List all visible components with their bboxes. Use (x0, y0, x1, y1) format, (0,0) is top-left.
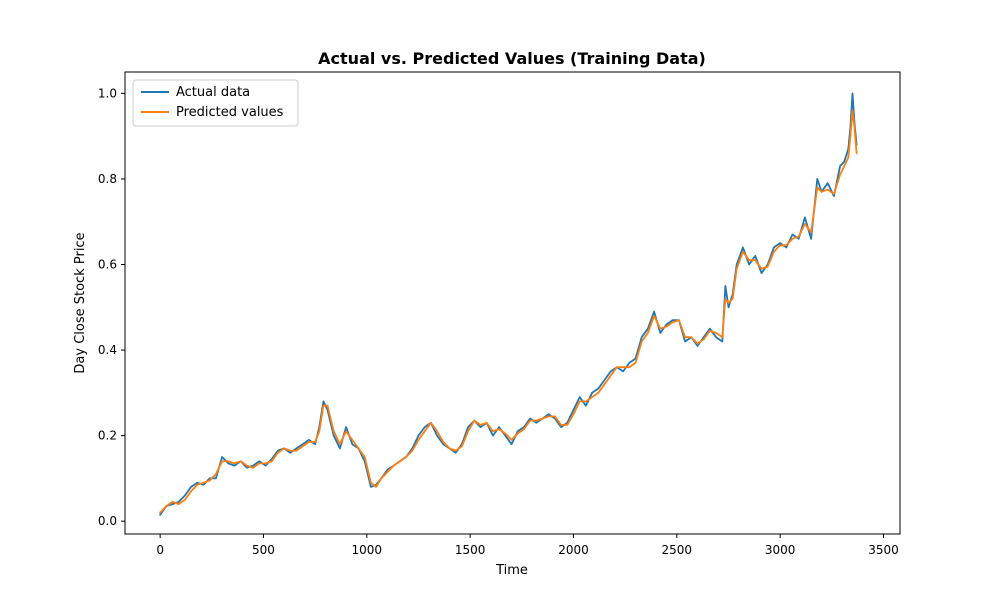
y-tick-label: 0.6 (98, 258, 117, 272)
x-tick-label: 3500 (868, 543, 899, 557)
y-tick-label: 0.2 (98, 429, 117, 443)
series-line-2 (159, 109, 858, 514)
legend-label-2: Predicted values (176, 105, 284, 120)
plot-area (125, 72, 900, 534)
y-tick-label: 1.0 (98, 86, 117, 100)
x-tick-label: 0 (156, 543, 164, 557)
x-tick-label: 2500 (662, 543, 693, 557)
legend-box (132, 79, 299, 127)
x-tick-label: 500 (252, 543, 275, 557)
chart-title: Actual vs. Predicted Values (Training Da… (318, 49, 706, 68)
x-tick-label: 1500 (455, 543, 486, 557)
x-tick-label: 2000 (558, 543, 589, 557)
x-tick-label: 3000 (765, 543, 796, 557)
series-group (159, 92, 858, 516)
y-tick-label: 0.8 (98, 172, 117, 186)
y-tick-label: 0.0 (98, 514, 117, 528)
legend: Actual data Predicted values (132, 79, 299, 127)
axes-group: 0 500 1000 1500 2000 2500 3000 3500 0.0 0.2 0.4 0.6… (98, 86, 899, 557)
y-tick-label: 0.4 (98, 343, 117, 357)
x-axis-label: Time (495, 563, 528, 578)
x-tick-label: 1000 (352, 543, 383, 557)
legend-label-1: Actual data (176, 85, 250, 100)
plot-frame (124, 71, 901, 535)
y-axis-label: Day Close Stock Price (73, 232, 88, 373)
